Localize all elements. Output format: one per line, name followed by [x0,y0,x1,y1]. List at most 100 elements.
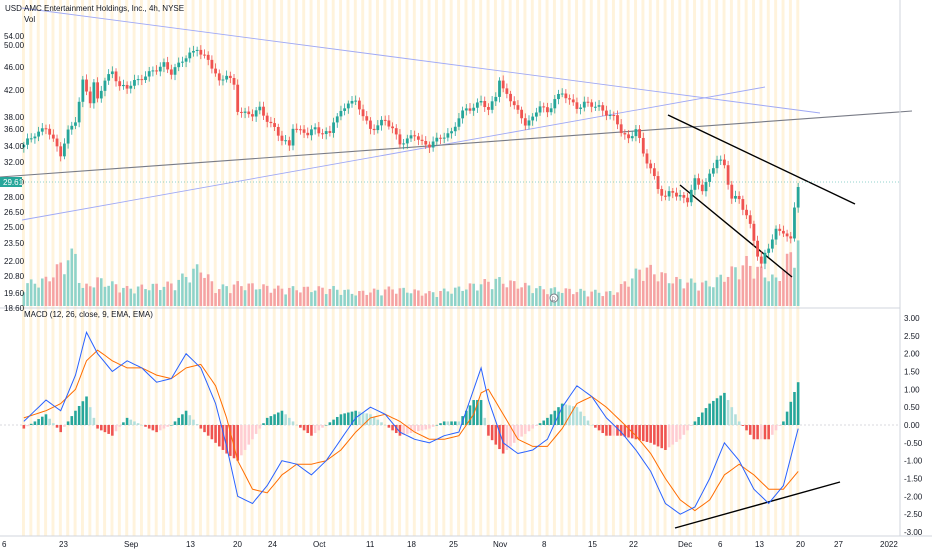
macd-histogram-bar [317,425,321,431]
volume-bar [321,287,324,306]
macd-histogram-bar [328,422,332,425]
candle-body [582,101,586,108]
macd-histogram-bar [380,422,383,425]
volume-bar [324,294,328,306]
volume-bar [358,291,361,306]
macd-histogram-bar [240,425,243,456]
candle-body [789,236,793,239]
candle-body [785,233,789,237]
volume-bar [472,283,475,306]
macd-histogram-bar [133,421,136,425]
candle-body [210,59,214,69]
macd-histogram-bar [339,414,343,425]
candle-body [494,96,498,102]
session-stripe [36,0,40,536]
candle-body [542,106,546,108]
candle-body [509,93,512,102]
volume-bar [601,296,605,306]
macd-histogram-bar [531,425,534,429]
macd-histogram-bar [660,425,664,449]
volume-bar [107,285,110,306]
candle-body [55,138,59,147]
macd-histogram-bar [413,425,416,433]
volume-bar [70,248,74,306]
macd-tick-label: -1.00 [904,457,923,466]
volume-bar [313,290,317,306]
volume-bar [723,281,726,306]
macd-histogram-bar [158,425,162,431]
volume-bar [26,283,29,306]
candle-body [564,93,568,99]
macd-histogram-bar [457,421,461,425]
macd-histogram-bar [549,414,553,425]
session-stripe [545,0,549,536]
session-stripe [670,0,674,536]
dividend-marker-icon[interactable]: D [549,293,559,303]
candle-body [280,135,284,141]
volume-bar [605,291,608,306]
macd-histogram-bar [88,407,92,425]
volume-bar [465,289,468,306]
volume-bar [229,293,232,306]
volume-bar [501,283,505,306]
candle-body [498,80,501,97]
session-stripe [523,0,527,536]
candle-body [85,79,88,92]
candle-body [147,71,151,77]
volume-bar [251,283,254,306]
macd-histogram-bar [85,396,88,425]
session-stripe [774,0,778,536]
volume-bar [557,291,560,306]
chart-title[interactable]: AMC Entertainment Holdings, Inc., 4h, NY… [24,4,184,13]
macd-histogram-bar [752,425,756,440]
candle-body [59,146,63,157]
price-tick-label: 38.00 [4,113,25,122]
volume-bar [350,293,354,306]
candle-body [424,140,428,145]
volume-bar [512,281,516,306]
session-stripe [272,0,276,536]
macd-histogram-bar [487,425,490,436]
candle-body [398,134,402,145]
candle-body [608,114,612,116]
candle-body [612,114,616,116]
volume-bar [597,292,601,306]
candle-body [332,122,335,133]
macd-label[interactable]: MACD (12, 26, close, 9, EMA, EMA) [24,310,153,319]
macd-histogram-bar [247,425,251,445]
macd-histogram-bar [571,406,575,425]
session-stripe [552,0,556,536]
volume-bar [406,292,409,306]
time-axis[interactable]: 6 23 Sep 13 20 24 Oct 11 18 25 Nov 8 15 22 Dec 6 13 20 27 2… [2,540,898,549]
macd-histogram-bar [439,423,442,425]
candle-body [409,135,413,139]
volume-bar [424,293,428,306]
volume-bar [612,294,616,306]
macd-axis[interactable]: 3.00 2.50 2.00 1.50 1.00 0.50 0.00 -0.50 -1.00 -1… [904,314,923,537]
trendlines[interactable] [0,7,913,529]
volume-bar [206,274,210,306]
volume-label[interactable]: Vol [24,15,35,24]
session-stripe [626,0,630,536]
session-stripe [434,0,438,536]
volume-bar [339,294,343,306]
macd-histogram-bar [737,421,741,425]
session-stripe [641,0,645,536]
candle-body [110,71,114,75]
macd-histogram-bar [273,414,276,425]
candle-body [704,181,708,192]
macd-histogram-bar [700,412,704,425]
macd-histogram-bar [166,425,169,427]
macd-histogram-bar [295,425,298,426]
macd-histogram-bar [516,425,520,440]
macd-histogram-bar [391,425,394,431]
volume-bar [335,289,339,306]
candle-body [339,110,343,117]
volume-bar [284,294,287,306]
volume-bar [686,282,689,306]
signal-line [23,349,799,512]
volume-bar [192,268,195,306]
candle-body [630,136,634,139]
volume-bar [649,264,652,306]
